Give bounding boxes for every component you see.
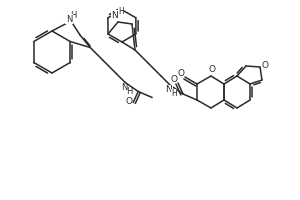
Text: N: N bbox=[166, 86, 172, 95]
Text: N: N bbox=[112, 10, 118, 20]
Text: H: H bbox=[126, 87, 132, 96]
Text: H: H bbox=[171, 90, 177, 98]
Text: O: O bbox=[208, 66, 215, 74]
Text: O: O bbox=[178, 70, 184, 78]
Text: N: N bbox=[66, 15, 72, 23]
Text: O: O bbox=[170, 74, 178, 84]
Text: O: O bbox=[262, 62, 268, 71]
Text: H: H bbox=[70, 10, 76, 20]
Text: H: H bbox=[118, 6, 124, 16]
Text: O: O bbox=[126, 97, 133, 106]
Text: N: N bbox=[121, 83, 128, 92]
